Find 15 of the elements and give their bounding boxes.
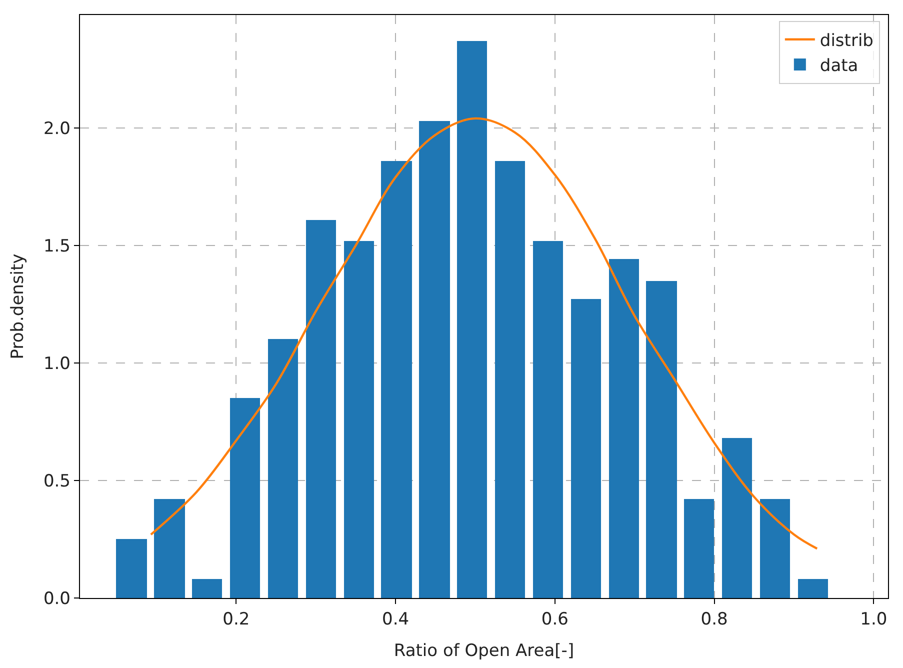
x-tick-label: 0.8 [700, 610, 728, 630]
x-tick-label: 0.2 [222, 610, 250, 630]
x-axis-title: Ratio of Open Area[-] [394, 640, 574, 661]
line-series [150, 117, 818, 550]
x-tick-label: 1.0 [860, 610, 888, 630]
y-tick-label: 1.5 [43, 236, 70, 256]
x-tick-label: 0.6 [541, 610, 568, 630]
y-tick-label: 0.5 [43, 471, 70, 492]
x-tick-label: 0.4 [382, 610, 410, 630]
y-axis-title: Prob.density [8, 254, 28, 360]
y-tick-label: 0.0 [43, 588, 70, 609]
y-tick-label: 2.0 [43, 118, 70, 139]
legend-label: distrib [820, 31, 874, 52]
legend-label: data [820, 56, 858, 76]
y-tick-label: 1.0 [43, 354, 70, 374]
